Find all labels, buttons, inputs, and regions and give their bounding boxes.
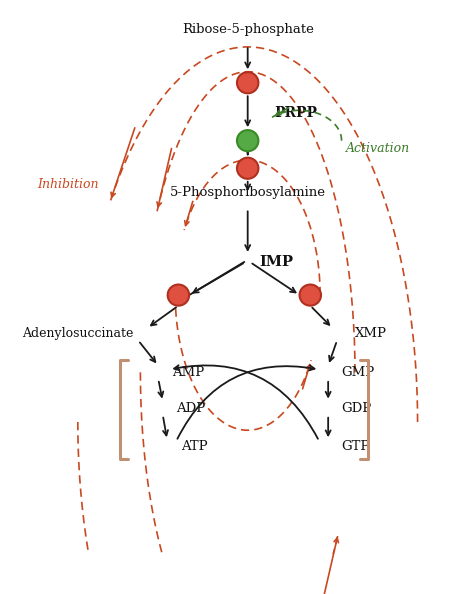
Ellipse shape	[237, 130, 258, 151]
Ellipse shape	[300, 285, 321, 306]
Text: PRPP: PRPP	[274, 106, 318, 120]
Text: GDP: GDP	[342, 402, 372, 415]
Ellipse shape	[237, 157, 258, 179]
Text: Activation: Activation	[346, 143, 410, 156]
Text: ATP: ATP	[181, 440, 207, 453]
Ellipse shape	[168, 285, 189, 306]
Text: Adenylosuccinate: Adenylosuccinate	[22, 327, 134, 340]
Text: GTP: GTP	[342, 440, 370, 453]
Text: IMP: IMP	[259, 255, 293, 269]
Text: XMP: XMP	[355, 327, 387, 340]
Text: Ribose-5-phosphate: Ribose-5-phosphate	[182, 23, 314, 36]
Text: AMP: AMP	[172, 366, 204, 379]
Ellipse shape	[237, 72, 258, 93]
Text: ADP: ADP	[176, 402, 205, 415]
Text: GMP: GMP	[342, 366, 375, 379]
Text: Inhibition: Inhibition	[37, 178, 99, 191]
Text: 5-Phosphoribosylamine: 5-Phosphoribosylamine	[170, 186, 326, 199]
